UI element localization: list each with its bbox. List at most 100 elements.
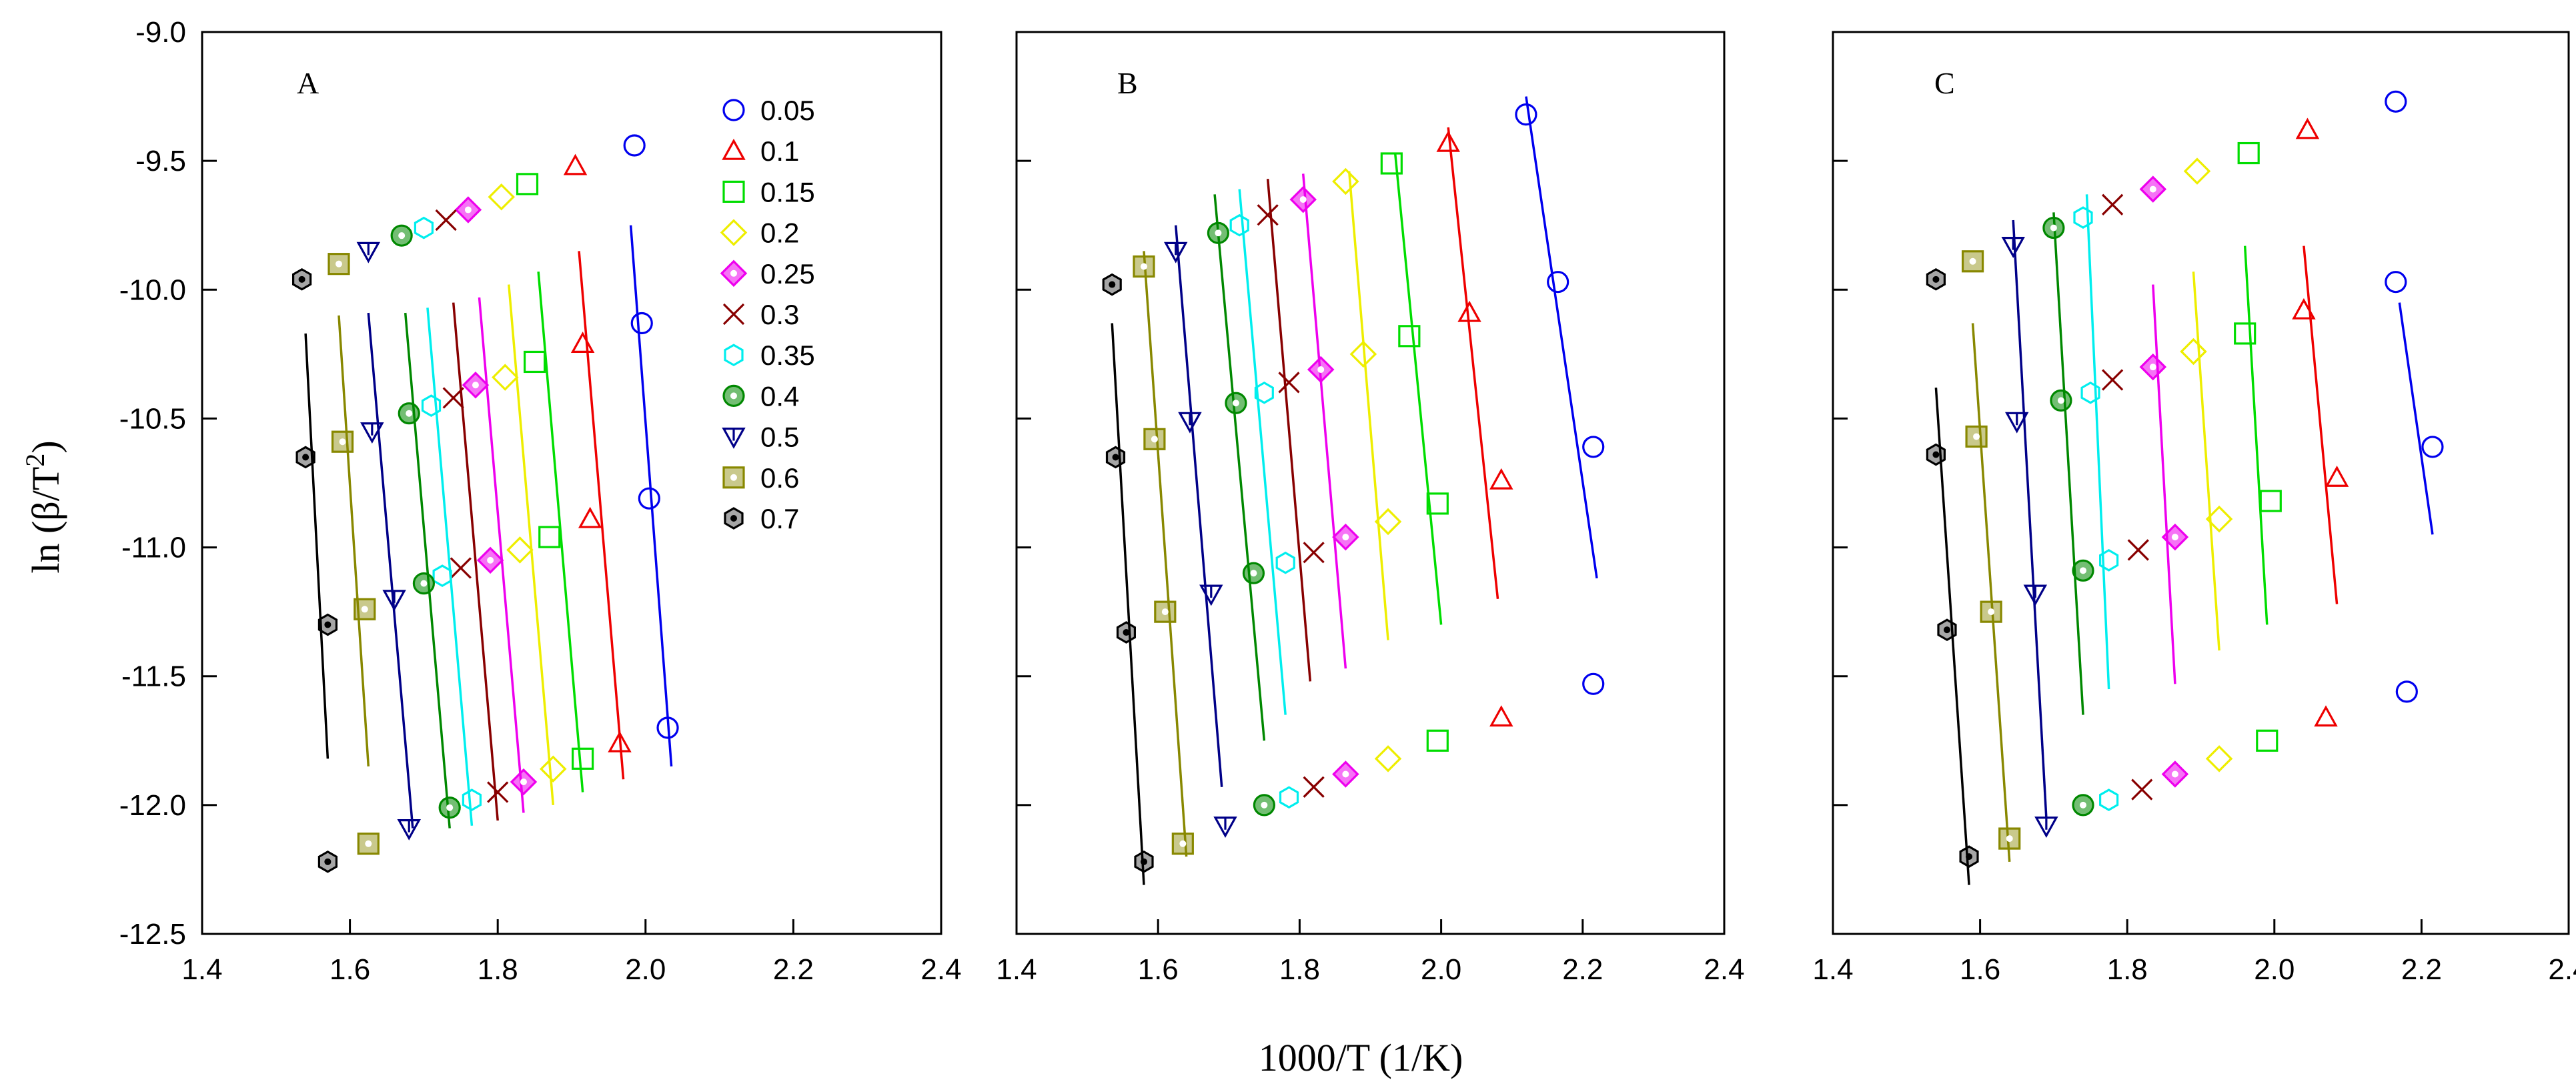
data-point — [450, 557, 472, 579]
marker-dot — [398, 232, 406, 239]
marker-shape — [2292, 298, 2316, 320]
y-axis-label-superscript: 2 — [20, 454, 50, 467]
data-point — [442, 387, 464, 409]
data-point — [1102, 273, 1122, 296]
data-point — [438, 796, 461, 819]
marker-dot — [1966, 853, 1973, 861]
marker-shape — [1380, 152, 1403, 175]
data-point — [2234, 322, 2257, 345]
data-point — [1959, 845, 1979, 868]
data-point — [1307, 356, 1335, 384]
panel-a: 1.4 1.6 1.8 2.0 2.2 2.4 -12.5 -12.0 -11.5 -11.0 -1… — [119, 16, 962, 986]
legend-item-0-6: 0.6 — [722, 462, 799, 494]
data-point — [1937, 618, 1957, 642]
marker-dot — [361, 606, 368, 613]
marker-shape — [720, 219, 748, 246]
marker-dot — [2057, 397, 2064, 404]
fit-line — [426, 308, 474, 826]
marker-dot — [302, 454, 309, 461]
data-point — [1965, 425, 1988, 448]
legend-label: 0.5 — [760, 422, 799, 453]
series-0-1 — [2292, 117, 2349, 727]
data-point — [2295, 117, 2320, 139]
series-0-4 — [390, 224, 461, 829]
data-point — [1926, 267, 1946, 291]
marker-shape — [1426, 492, 1449, 515]
data-point — [540, 755, 567, 783]
legend-marker — [724, 344, 744, 367]
series-0-7 — [1926, 267, 1979, 885]
series-0-2 — [1332, 167, 1402, 772]
marker-dot — [1932, 451, 1940, 458]
fit-line — [2012, 219, 2048, 818]
series-0-4 — [1207, 194, 1275, 816]
series-0-3 — [2102, 193, 2153, 800]
marker-shape — [516, 173, 539, 195]
data-point — [331, 430, 354, 453]
data-point — [1582, 436, 1605, 458]
series-0-6 — [1133, 251, 1194, 857]
fit-line — [2052, 212, 2084, 715]
data-point — [570, 332, 595, 354]
marker-shape — [2183, 157, 2211, 185]
data-point — [1178, 412, 1202, 434]
marker-dot — [446, 804, 454, 811]
marker-shape — [2314, 705, 2338, 727]
data-point — [454, 196, 482, 223]
legend-marker — [724, 507, 744, 530]
data-point — [1207, 221, 1229, 244]
marker-shape — [2131, 778, 2153, 800]
data-point — [2080, 381, 2100, 404]
marker-dot — [472, 382, 479, 389]
data-point — [2042, 216, 2065, 239]
data-point — [2256, 729, 2279, 752]
x-tick-label: 1.6 — [1960, 953, 2000, 986]
marker-dot — [1140, 858, 1147, 865]
x-tick-label: 2.0 — [1421, 953, 1461, 986]
data-point — [2139, 175, 2167, 203]
data-point — [1547, 271, 1569, 294]
marker-shape — [1965, 425, 1988, 448]
data-point — [2005, 412, 2029, 434]
fit-line — [2303, 245, 2339, 604]
data-point — [1133, 255, 1155, 278]
fit-line — [1213, 194, 1266, 741]
y-tick-label: -12.5 — [119, 918, 186, 951]
fit-line — [2152, 284, 2176, 684]
legend-item-0-4: 0.4 — [722, 380, 799, 412]
x-tick-label: 2.4 — [1704, 953, 1744, 986]
fit-line — [1393, 153, 1443, 625]
data-point — [1134, 850, 1154, 873]
x-tick-label: 2.2 — [2401, 953, 2442, 986]
legend-label: 0.2 — [760, 217, 799, 249]
y-tick-label: -11.0 — [121, 532, 186, 564]
marker-shape — [2325, 465, 2349, 487]
data-point — [382, 590, 406, 612]
marker-dot — [2080, 801, 2087, 808]
marker-shape — [1278, 372, 1300, 394]
legend-marker — [722, 303, 745, 326]
legend-item-0-7: 0.7 — [724, 503, 799, 534]
marker-shape — [492, 364, 519, 391]
series-0-7 — [292, 267, 338, 873]
data-point — [1489, 705, 1513, 727]
legend-label: 0.7 — [760, 503, 799, 534]
data-point — [623, 134, 646, 157]
x-tick-label: 1.4 — [1812, 953, 1853, 986]
data-point — [1275, 551, 1295, 574]
data-point — [630, 312, 653, 335]
data-point — [414, 216, 434, 239]
marker-dot — [2171, 534, 2178, 541]
data-point — [2099, 788, 2119, 811]
marker-shape — [1279, 786, 1299, 809]
data-point — [462, 788, 482, 811]
marker-dot — [1215, 229, 1222, 237]
marker-shape — [578, 506, 602, 528]
data-point — [638, 487, 660, 510]
marker-shape — [2234, 322, 2257, 345]
fit-line — [1266, 179, 1312, 682]
marker-dot — [420, 580, 428, 587]
fit-line — [452, 302, 499, 821]
data-point — [2102, 369, 2124, 391]
data-point — [1332, 167, 1359, 195]
